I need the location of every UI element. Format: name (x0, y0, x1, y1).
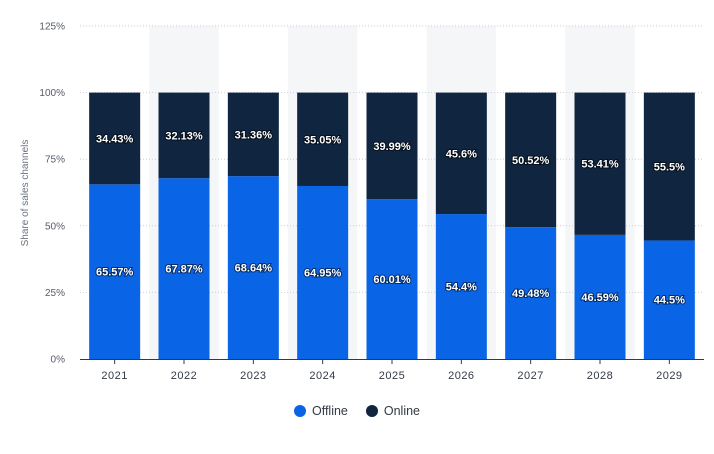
data-label-online-2028: 53.41% (581, 159, 619, 171)
x-axis-ticks: 2021 2022 2023 2024 2025 2026 2027 2028 2029 (101, 359, 682, 382)
legend: Offline Online (0, 404, 714, 418)
bar-online-2027 (505, 92, 557, 228)
data-label-online-2022: 32.13% (165, 130, 203, 142)
y-axis-ticks: 0% 25% 50% 75% 100% 125% (39, 22, 65, 366)
bar-online-2029 (643, 92, 695, 241)
bar-online-2023 (227, 92, 279, 177)
bar-offline-2028 (574, 234, 626, 359)
x-tick-label: 2028 (587, 370, 613, 382)
y-tick-label: 0% (51, 355, 66, 366)
bar-offline-2025 (366, 199, 418, 359)
y-tick-label: 50% (45, 221, 65, 232)
legend-label-online: Online (383, 404, 421, 418)
bar-online-2028 (574, 92, 626, 235)
bar-offline-2022 (158, 178, 210, 359)
offline-color-dot (293, 405, 306, 417)
x-tick-label: 2021 (101, 370, 127, 382)
bar-online-2021 (89, 92, 141, 185)
data-label-online-2026: 45.6% (446, 148, 477, 160)
data-label-offline-2024: 64.95% (304, 267, 342, 279)
bar-online-2025 (366, 92, 418, 200)
x-tick-label: 2022 (171, 370, 197, 382)
y-tick-label: 75% (45, 155, 65, 166)
y-tick-label: 125% (39, 22, 65, 33)
data-label-online-2027: 50.52% (512, 155, 550, 167)
data-label-online-2025: 39.99% (373, 141, 411, 153)
data-label-offline-2021: 65.57% (96, 267, 134, 279)
legend-item-offline[interactable]: Offline (293, 404, 348, 418)
data-label-offline-2023: 68.64% (235, 263, 273, 275)
x-tick-label: 2025 (379, 370, 405, 382)
bar-online-2026 (435, 92, 487, 215)
data-labels: 65.57% 34.43% 67.87% 32.13% 68.64% 31.36% 64.9… (95, 128, 686, 307)
data-label-offline-2028: 46.59% (581, 292, 619, 304)
online-color-dot (365, 405, 378, 417)
bar-offline-2024 (297, 185, 349, 359)
bar-offline-2023 (227, 176, 279, 359)
y-tick-label: 100% (39, 88, 65, 99)
x-tick-label: 2024 (309, 370, 335, 382)
x-tick-label: 2027 (517, 370, 543, 382)
data-label-offline-2025: 60.01% (373, 274, 411, 286)
x-tick-label: 2026 (448, 370, 474, 382)
data-label-offline-2027: 49.48% (512, 288, 550, 300)
legend-item-online[interactable]: Online (365, 404, 421, 418)
bar-offline-2021 (89, 184, 141, 359)
data-label-online-2021: 34.43% (96, 133, 134, 145)
y-tick-label: 25% (45, 288, 65, 299)
data-label-online-2023: 31.36% (235, 129, 273, 141)
data-label-offline-2022: 67.87% (165, 264, 203, 276)
bar-offline-2027 (505, 227, 557, 359)
data-label-offline-2026: 54.4% (446, 282, 477, 294)
legend-label-offline: Offline (311, 404, 348, 418)
y-axis-label: Share of sales channels (20, 140, 31, 247)
bars (89, 92, 695, 359)
data-label-online-2024: 35.05% (304, 134, 342, 146)
bar-offline-2029 (643, 240, 695, 359)
bar-online-2024 (297, 92, 349, 186)
data-label-online-2029: 55.5% (654, 162, 685, 174)
bar-online-2022 (158, 92, 210, 179)
x-tick-label: 2023 (240, 370, 266, 382)
bar-offline-2026 (435, 214, 487, 359)
x-tick-label: 2029 (656, 370, 682, 382)
data-label-offline-2029: 44.5% (654, 295, 685, 307)
